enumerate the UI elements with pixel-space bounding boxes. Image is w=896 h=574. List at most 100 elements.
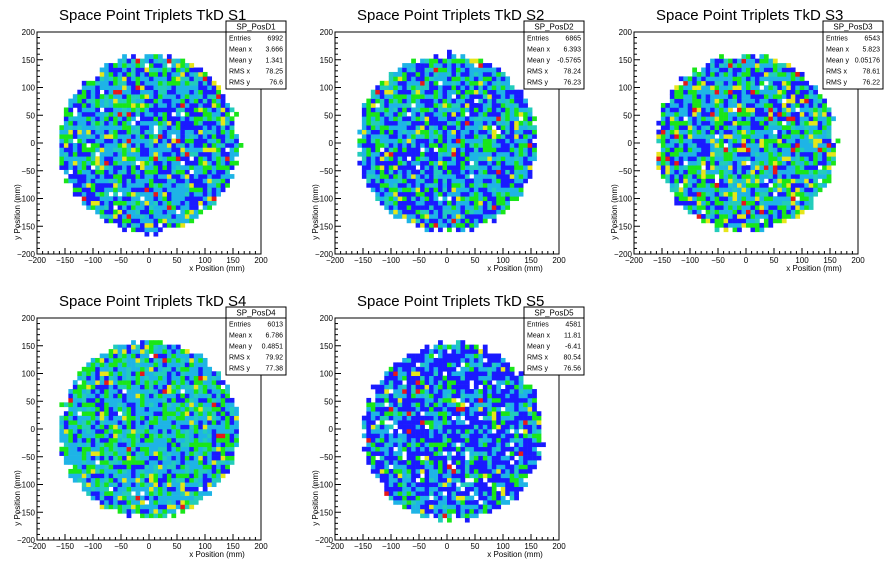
- heatmap-cell: [77, 156, 83, 162]
- heatmap-cell: [157, 138, 163, 144]
- heatmap-cell: [126, 380, 132, 385]
- heatmap-cell: [795, 94, 801, 99]
- heatmap-cell: [759, 134, 765, 139]
- heatmap-cell: [131, 151, 136, 157]
- heatmap-cell: [153, 473, 159, 479]
- heatmap-cell: [149, 169, 154, 175]
- heatmap-cell: [140, 366, 145, 372]
- heatmap-cell: [710, 182, 715, 188]
- heatmap-cell: [153, 54, 159, 59]
- heatmap-cell: [741, 200, 747, 206]
- heatmap-cell: [674, 165, 680, 170]
- heatmap-cell: [95, 196, 101, 202]
- heatmap-cell: [126, 393, 132, 399]
- heatmap-cell: [149, 71, 154, 77]
- heatmap-cell: [460, 67, 466, 73]
- heatmap-cell: [144, 80, 150, 86]
- heatmap-cell: [59, 451, 65, 456]
- heatmap-cell: [157, 94, 163, 99]
- heatmap-cell: [469, 71, 475, 77]
- heatmap-cell: [113, 129, 118, 135]
- heatmap-cell: [732, 143, 738, 148]
- heatmap-cell: [189, 71, 195, 77]
- heatmap-cell: [491, 107, 497, 113]
- heatmap-cell: [669, 98, 675, 104]
- heatmap-cell: [478, 165, 484, 170]
- heatmap-cell: [175, 500, 181, 505]
- heatmap-cell: [202, 187, 208, 193]
- heatmap-cell: [95, 420, 101, 425]
- heatmap-cell: [420, 71, 425, 77]
- heatmap-cell: [162, 138, 168, 144]
- heatmap-cell: [496, 120, 502, 126]
- heatmap-cell: [728, 147, 733, 153]
- heatmap-cell: [781, 111, 787, 117]
- heatmap-cell: [104, 116, 109, 122]
- heatmap-cell: [487, 209, 493, 215]
- heatmap-cell: [157, 455, 163, 461]
- heatmap-cell: [388, 209, 394, 215]
- heatmap-cell: [131, 442, 136, 448]
- heatmap-cell: [701, 138, 706, 144]
- heatmap-cell: [759, 200, 765, 206]
- heatmap-cell: [491, 138, 497, 144]
- heatmap-cell: [451, 156, 457, 162]
- heatmap-cell: [171, 89, 177, 95]
- heatmap-cell: [817, 169, 823, 175]
- heatmap-cell: [388, 76, 394, 82]
- heatmap-cell: [144, 344, 150, 350]
- heatmap-cell: [68, 455, 74, 461]
- heatmap-cell: [411, 111, 416, 117]
- heatmap-cell: [131, 384, 136, 390]
- heatmap-cell: [447, 151, 452, 157]
- heatmap-cell: [153, 495, 159, 501]
- heatmap-cell: [86, 196, 92, 202]
- heatmap-cell: [108, 200, 114, 206]
- heatmap-cell: [140, 98, 145, 104]
- heatmap-cell: [175, 451, 181, 456]
- heatmap-cell: [754, 103, 760, 108]
- heatmap-cell: [696, 187, 702, 193]
- heatmap-cell: [728, 214, 733, 219]
- heatmap-cell: [500, 165, 506, 170]
- heatmap-cell: [442, 182, 448, 188]
- heatmap-cell: [799, 151, 805, 157]
- heatmap-cell: [656, 129, 662, 135]
- heatmap-cell: [149, 357, 154, 363]
- heatmap-cell: [750, 80, 756, 86]
- heatmap-cell: [826, 165, 832, 170]
- heatmap-cell: [669, 134, 675, 139]
- heatmap-cell: [379, 111, 385, 117]
- heatmap-cell: [166, 491, 172, 496]
- heatmap-cell: [379, 174, 385, 179]
- heatmap-cell: [108, 437, 114, 443]
- heatmap-cell: [193, 143, 199, 148]
- heatmap-cell: [357, 160, 363, 166]
- heatmap-cell: [171, 187, 177, 193]
- heatmap-cell: [86, 169, 92, 175]
- heatmap-cell: [660, 165, 666, 170]
- heatmap-cell: [696, 85, 702, 91]
- heatmap-cell: [406, 196, 412, 202]
- heatmap-cell: [438, 200, 443, 206]
- heatmap-cell: [406, 98, 412, 104]
- heatmap-cell: [433, 182, 439, 188]
- heatmap-cell: [184, 111, 190, 117]
- heatmap-cell: [180, 174, 186, 179]
- heatmap-cell: [804, 138, 810, 144]
- heatmap-cell: [687, 200, 693, 206]
- heatmap-cell: [90, 464, 96, 470]
- heatmap-cell: [455, 103, 461, 108]
- heatmap-cell: [696, 191, 702, 197]
- heatmap-cell: [714, 63, 720, 68]
- heatmap-cell: [189, 182, 195, 188]
- heatmap-cell: [99, 380, 105, 385]
- heatmap-cell: [750, 107, 756, 113]
- heatmap-cell: [790, 116, 796, 122]
- heatmap-cell: [523, 178, 528, 184]
- heatmap-cell: [420, 116, 425, 122]
- heatmap-cell: [86, 129, 92, 135]
- heatmap-cell: [135, 353, 141, 359]
- heatmap-cell: [81, 451, 87, 456]
- heatmap-cell: [447, 160, 452, 166]
